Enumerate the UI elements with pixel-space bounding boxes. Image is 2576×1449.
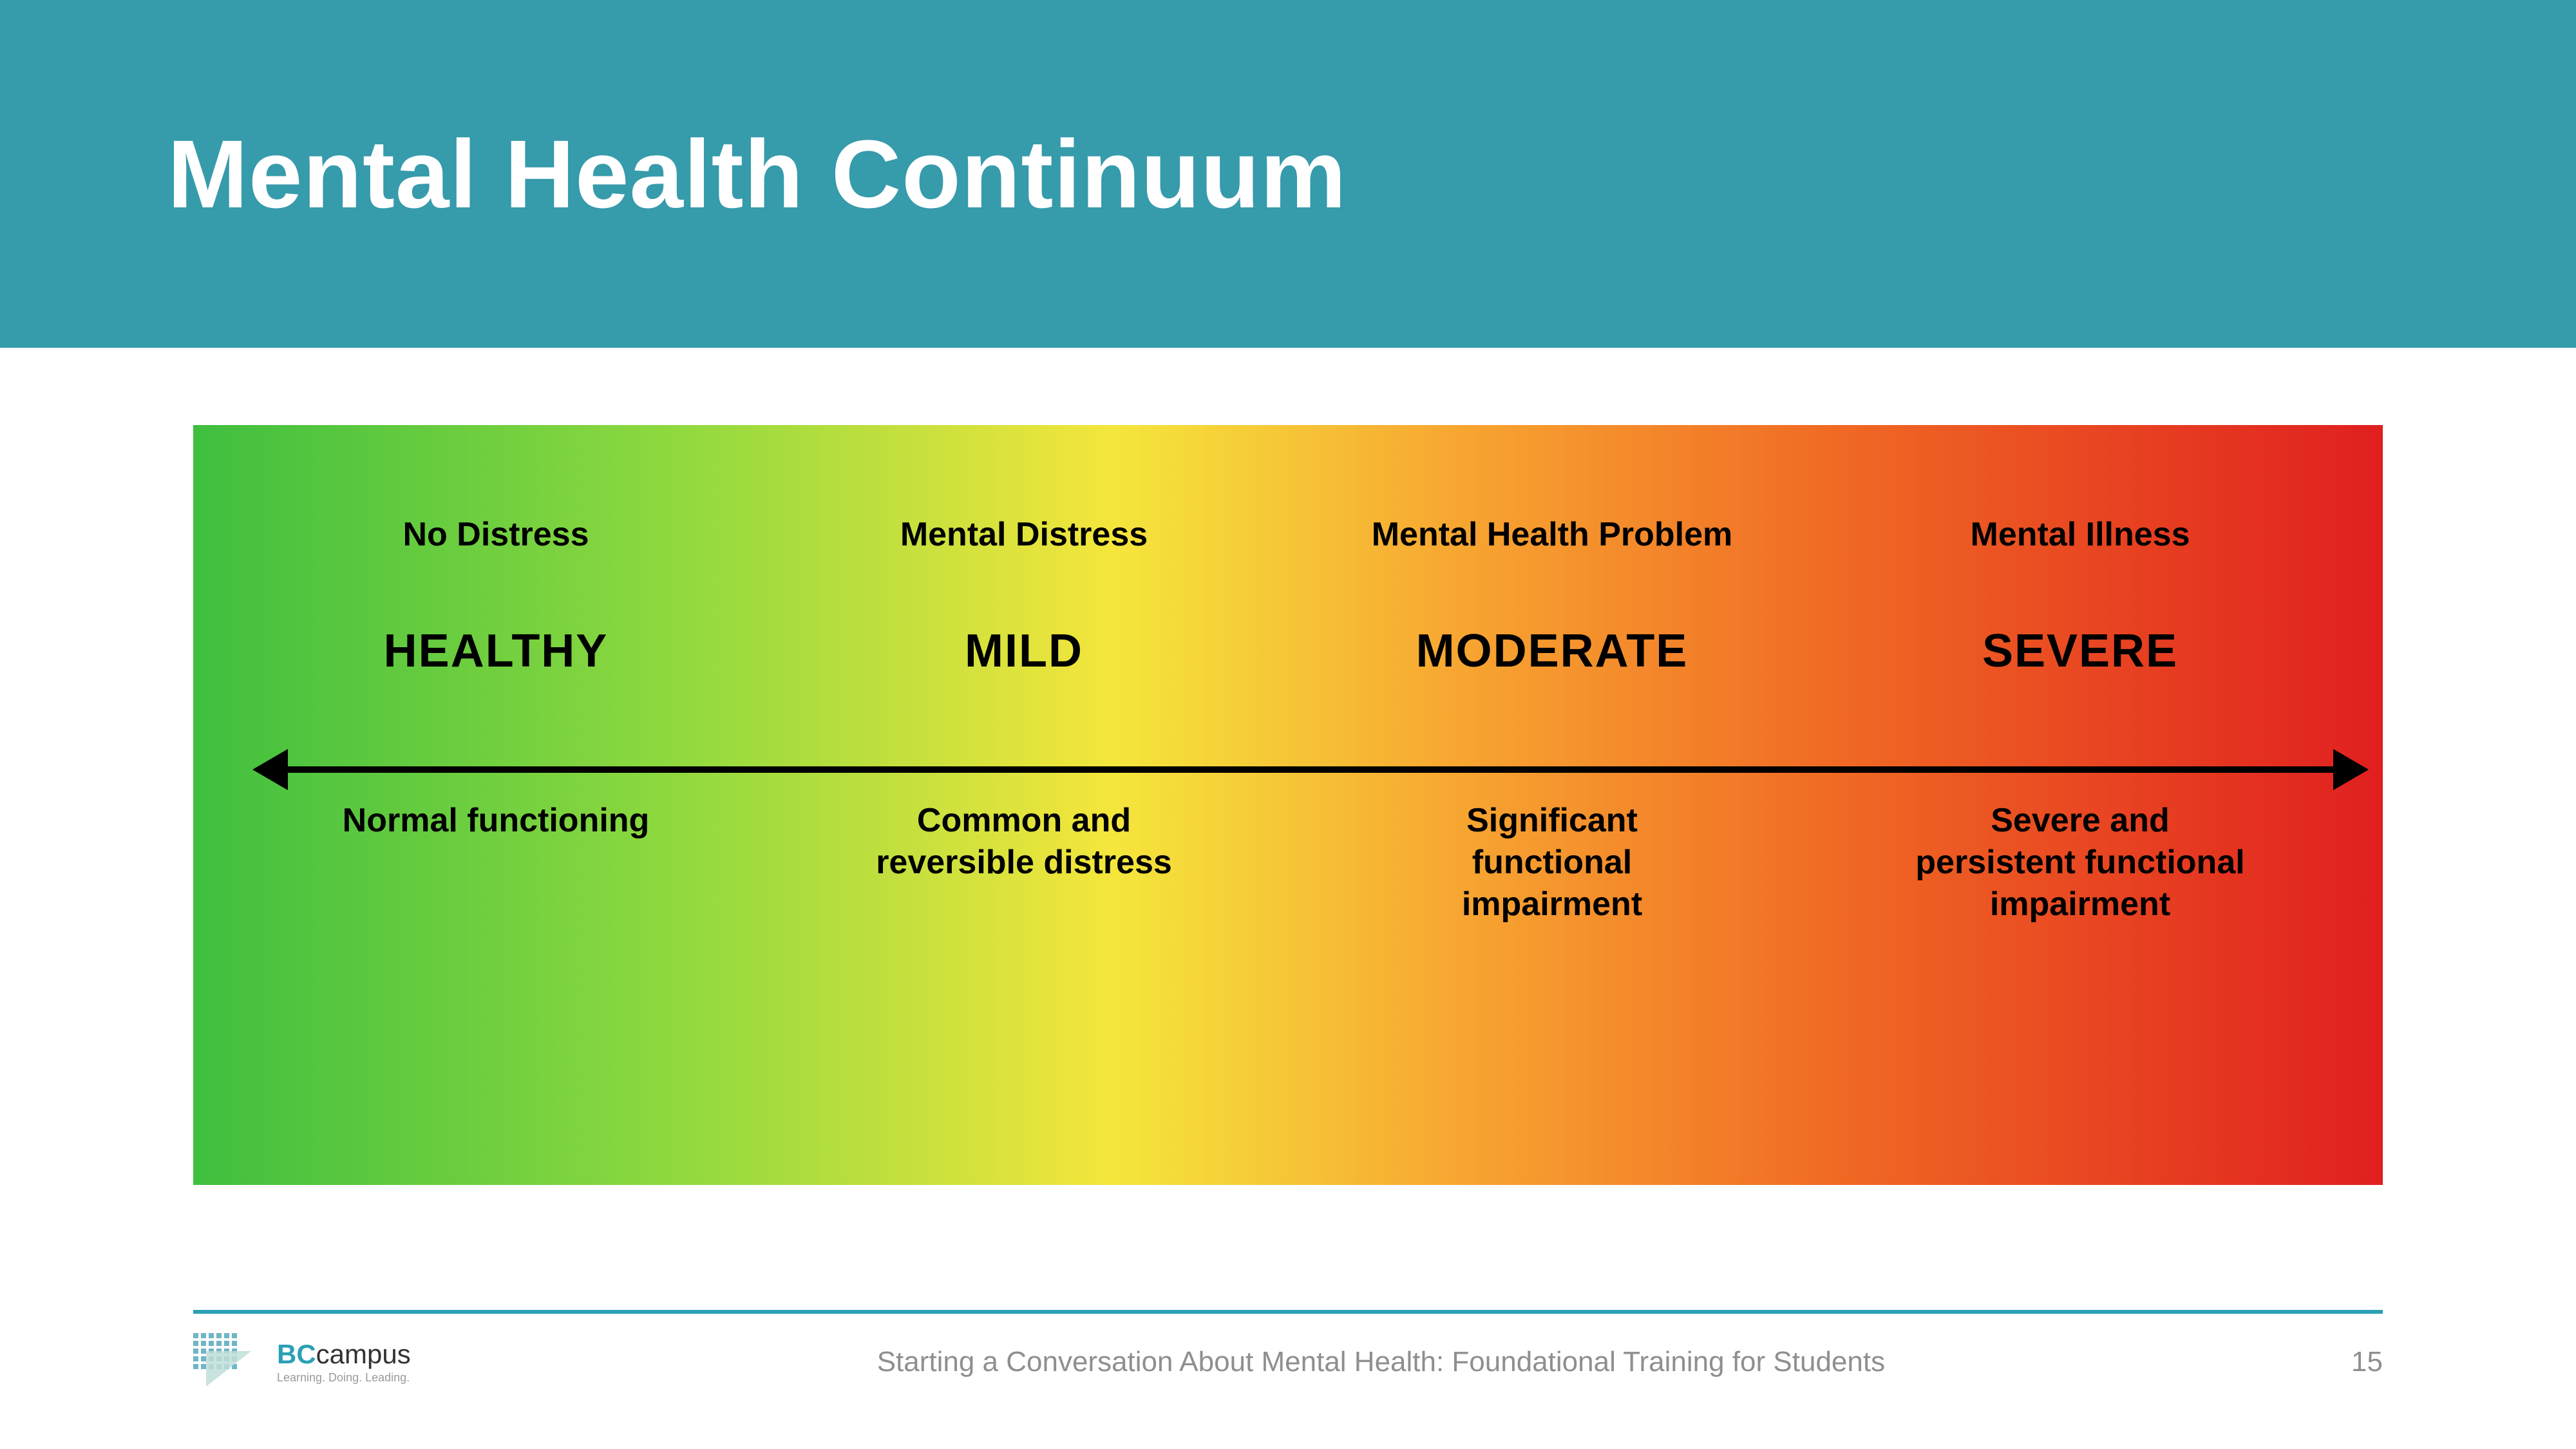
stage-desc: Common and reversible distress (857, 800, 1191, 884)
logo-triangle-icon (206, 1351, 251, 1387)
continuum-gradient: No Distress HEALTHY Normal functioning M… (193, 425, 2383, 1185)
slide-header: Mental Health Continuum (0, 0, 2576, 348)
stage-desc: Significant functional impairment (1385, 800, 1719, 925)
stage-level: HEALTHY (384, 625, 609, 677)
stage-severe: Mental Illness SEVERE Severe and persist… (1816, 477, 2344, 1133)
logo-mark-icon (193, 1333, 264, 1391)
stage-top-label: No Distress (403, 515, 589, 554)
continuum-region: No Distress HEALTHY Normal functioning M… (193, 425, 2383, 1185)
logo-brand-suffix: campus (316, 1339, 411, 1369)
stage-top-label: Mental Distress (900, 515, 1148, 554)
stage-level: MILD (965, 625, 1083, 677)
stage-desc: Normal functioning (343, 800, 650, 842)
page-number: 15 (2351, 1346, 2383, 1378)
logo-brand-prefix: BC (277, 1339, 316, 1369)
logo-tagline: Learning. Doing. Leading. (277, 1372, 411, 1383)
logo-text: BCcampus Learning. Doing. Leading. (277, 1341, 411, 1383)
bccampus-logo: BCcampus Learning. Doing. Leading. (193, 1333, 411, 1391)
continuum-columns: No Distress HEALTHY Normal functioning M… (232, 477, 2344, 1133)
stage-top-label: Mental Illness (1971, 515, 2190, 554)
stage-healthy: No Distress HEALTHY Normal functioning (232, 477, 760, 1133)
stage-level: MODERATE (1416, 625, 1689, 677)
footer-row: BCcampus Learning. Doing. Leading. Start… (193, 1333, 2383, 1391)
stage-desc: Severe and persistent functional impairm… (1913, 800, 2248, 925)
logo-brand: BCcampus (277, 1341, 411, 1368)
stage-top-label: Mental Health Problem (1372, 515, 1733, 554)
footer-divider (193, 1310, 2383, 1314)
stage-mild: Mental Distress MILD Common and reversib… (760, 477, 1288, 1133)
slide-footer: BCcampus Learning. Doing. Leading. Start… (193, 1310, 2383, 1391)
slide-title: Mental Health Continuum (167, 118, 1347, 230)
footer-title: Starting a Conversation About Mental Hea… (877, 1346, 1885, 1378)
stage-level: SEVERE (1982, 625, 2178, 677)
stage-moderate: Mental Health Problem MODERATE Significa… (1288, 477, 1816, 1133)
